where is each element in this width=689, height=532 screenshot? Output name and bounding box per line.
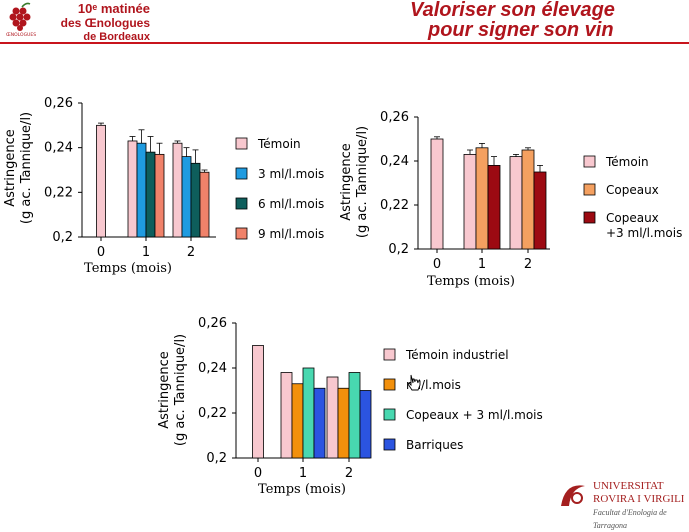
chart-1: 0,2 0,22 0,24 0,26 Astringence (g ac. Tanniqu… <box>3 96 324 276</box>
chart-2: 0,2 0,22 0,24 0,26 Astringence (g ac. Tanniqu… <box>339 110 682 289</box>
bar <box>475 147 489 250</box>
legend-label: Copeaux <box>606 183 659 197</box>
legend-label: 3 ml/l.mois <box>258 167 324 181</box>
y-axis-label-unit: (g ac. Tannique/l) <box>19 112 34 224</box>
legend-swatch <box>383 438 396 451</box>
legend-swatch <box>235 167 248 180</box>
legend-swatch <box>383 408 396 421</box>
bar <box>326 376 339 459</box>
legend-swatch <box>235 197 248 210</box>
event-line2: des Œnologues <box>60 16 150 30</box>
bar <box>181 156 192 238</box>
bar <box>199 171 210 238</box>
legend-label: Copeaux + 3 ml/l.mois <box>406 408 543 422</box>
slide-title-line2: pour signer son vin <box>428 19 614 41</box>
x-tick-label: 1 <box>478 257 486 272</box>
x-tick-label: 1 <box>142 245 150 260</box>
bar <box>136 142 147 238</box>
x-tick-label: 2 <box>524 257 532 272</box>
bar <box>190 162 201 238</box>
y-tick-label: 0,22 <box>198 406 227 421</box>
bar <box>487 164 501 250</box>
legend-label: +3 ml/l.mois <box>606 226 682 240</box>
university-line2: ROVIRA I VIRGILI <box>593 493 685 505</box>
bar <box>127 140 138 238</box>
bar <box>348 372 361 459</box>
event-line3: de Bordeaux <box>83 31 150 43</box>
y-tick-label: 0,26 <box>44 96 73 111</box>
university-line1: UNIVERSITAT <box>593 480 664 492</box>
bar <box>96 124 106 238</box>
bar <box>291 383 304 459</box>
bar <box>463 153 477 250</box>
x-tick-label: 0 <box>97 245 105 260</box>
y-axis-label: Astringence <box>157 351 172 429</box>
y-tick-label: 0,2 <box>206 451 227 466</box>
y-tick-label: 0,26 <box>198 316 227 331</box>
svg-text:ŒNOLOGUES: ŒNOLOGUES <box>6 32 36 38</box>
y-tick-label: 0,2 <box>52 230 73 245</box>
bar <box>359 390 372 459</box>
bar <box>280 372 293 459</box>
x-axis-label: Temps (mois) <box>427 274 515 289</box>
faculty-name: Facultat d'Enologia de Tarragona <box>593 508 667 530</box>
x-tick-label: 2 <box>345 466 353 481</box>
bar <box>302 367 315 459</box>
x-tick-label: 2 <box>187 245 195 260</box>
y-tick-label: 0,24 <box>380 154 409 169</box>
x-tick-label: 1 <box>299 466 307 481</box>
legend-swatch <box>235 137 248 150</box>
y-axis-label: Astringence <box>339 143 354 221</box>
legend-label: Témoin industriel <box>405 348 509 362</box>
bar <box>509 156 523 250</box>
bar <box>154 153 165 238</box>
legend-label: Barriques <box>406 438 463 452</box>
slide-header: ŒNOLOGUES 10ᵉ matinée des Œnologues de B… <box>0 0 689 44</box>
legend-label: Copeaux <box>606 211 659 225</box>
legend-swatch <box>583 211 596 224</box>
legend-swatch <box>583 155 596 168</box>
university-name: UNIVERSITAT ROVIRA I VIRGILI Facultat d'… <box>593 480 689 532</box>
bar <box>337 387 350 459</box>
bar <box>533 171 547 250</box>
bar <box>145 151 156 238</box>
x-axis-label: Temps (mois) <box>258 482 346 497</box>
y-tick-label: 0,24 <box>198 361 227 376</box>
y-axis-label-unit: (g ac. Tannique/l) <box>355 126 370 238</box>
oenologues-logo: ŒNOLOGUES <box>2 1 40 39</box>
bar <box>172 142 183 238</box>
mouse-cursor-icon <box>406 374 422 392</box>
legend-swatch <box>583 183 596 196</box>
event-line1: 10ᵉ matinée <box>77 1 150 16</box>
legend-swatch <box>383 348 396 361</box>
y-tick-label: 0,26 <box>380 110 409 125</box>
bar <box>430 138 444 250</box>
legend-label: 6 ml/l.mois <box>258 197 324 211</box>
x-axis-label: Temps (mois) <box>84 261 172 276</box>
slide-title-line1: Valoriser son élevage <box>410 0 615 21</box>
legend-label: Témoin <box>257 137 301 151</box>
slide-title: Valoriser son élevage pour signer son vi… <box>410 0 686 40</box>
bar <box>252 345 264 459</box>
legend-swatch <box>383 378 396 391</box>
legend-label: Témoin <box>605 155 649 169</box>
x-tick-label: 0 <box>433 257 441 272</box>
chart-3: 0,2 0,22 0,24 0,26 Astringence (g ac. Tanniqu… <box>157 316 543 497</box>
header-divider <box>0 42 689 44</box>
y-tick-label: 0,22 <box>44 185 73 200</box>
bar <box>313 387 326 459</box>
bar <box>521 149 535 250</box>
legend-swatch <box>235 227 248 240</box>
event-title: 10ᵉ matinée des Œnologues de Bordeaux <box>42 2 150 44</box>
y-tick-label: 0,22 <box>380 198 409 213</box>
y-axis-label: Astringence <box>3 129 18 207</box>
x-tick-label: 0 <box>254 466 262 481</box>
university-logo <box>555 478 687 516</box>
legend-label: 9 ml/l.mois <box>258 227 324 241</box>
y-axis-label-unit: (g ac. Tannique/l) <box>173 334 188 446</box>
y-tick-label: 0,24 <box>44 141 73 156</box>
y-tick-label: 0,2 <box>388 242 409 257</box>
